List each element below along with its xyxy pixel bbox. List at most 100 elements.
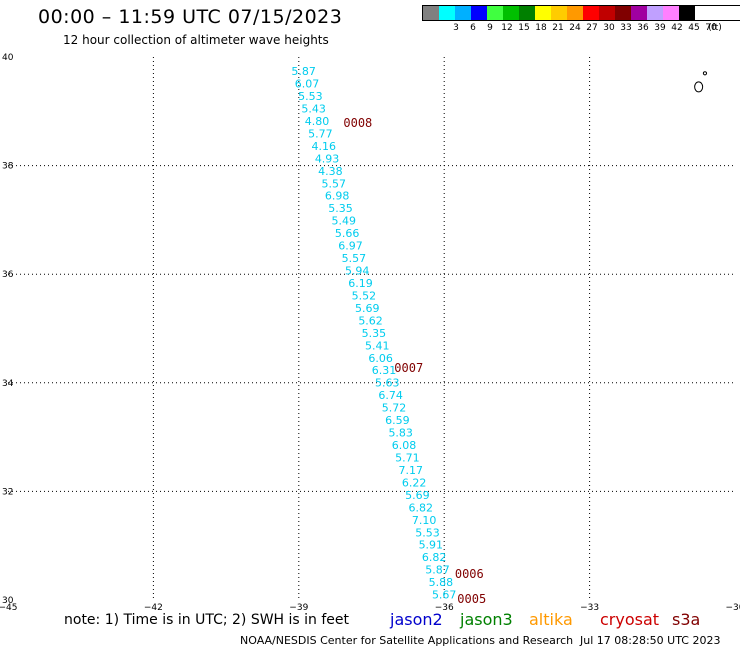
wave-height-label: 5.57 xyxy=(342,252,367,265)
satellite-jason2: jason2 xyxy=(390,610,443,629)
lat-tick-label: 30 xyxy=(2,596,14,606)
wave-height-label: 5.87 xyxy=(425,564,450,577)
islet-outline xyxy=(702,71,708,76)
satellite-altika: altika xyxy=(529,610,573,629)
legend-swatch xyxy=(519,6,535,20)
lat-tick-label: 38 xyxy=(2,162,14,172)
wave-height-label: 5.63 xyxy=(375,377,400,390)
legend-swatch xyxy=(679,6,695,20)
wave-height-label: 4.38 xyxy=(318,165,343,178)
wave-height-label: 7.10 xyxy=(412,514,437,527)
legend-label: 27 xyxy=(586,23,598,33)
satellite-cryosat: cryosat xyxy=(600,610,660,629)
wave-height-label: 4.80 xyxy=(305,115,330,128)
wave-height-label: 5.43 xyxy=(301,103,326,116)
wave-height-label: 5.94 xyxy=(345,265,370,278)
wave-height-label: 6.98 xyxy=(325,190,350,203)
wave-height-label: 6.06 xyxy=(368,352,393,365)
legend-label: 6 xyxy=(470,23,476,33)
satellite-s3a: s3a xyxy=(672,610,701,629)
wave-height-label: 6.22 xyxy=(402,476,427,489)
wave-height-label: 6.82 xyxy=(409,501,434,514)
wave-height-label: 7.17 xyxy=(398,464,423,477)
legend-label: 3 xyxy=(453,23,459,33)
legend-label: 18 xyxy=(535,23,547,33)
wave-height-label: 5.69 xyxy=(355,302,380,315)
lon-tick-label: −30 xyxy=(726,603,740,613)
legend-swatch xyxy=(551,6,567,20)
wave-height-label: 5.91 xyxy=(419,539,444,552)
time-label: 0007 xyxy=(394,361,423,375)
lat-tick-label: 40 xyxy=(2,53,14,63)
legend-swatch xyxy=(439,6,455,20)
legend-label: 33 xyxy=(620,23,632,33)
wave-height-label: 6.19 xyxy=(348,277,373,290)
island-outline xyxy=(694,81,704,93)
legend-swatch xyxy=(631,6,647,20)
legend-label: 24 xyxy=(569,23,581,33)
wave-height-label: 5.49 xyxy=(332,215,357,228)
legend-swatch xyxy=(599,6,615,20)
lon-tick-label: −42 xyxy=(144,603,163,613)
wave-height-label: 5.69 xyxy=(405,489,430,502)
legend-label: 42 xyxy=(671,23,683,33)
time-label: 0008 xyxy=(343,116,372,130)
legend-label: 30 xyxy=(603,23,615,33)
legend-label: 15 xyxy=(518,23,530,33)
wave-height-label: 4.16 xyxy=(311,140,336,153)
legend-label: 39 xyxy=(654,23,666,33)
legend-swatch xyxy=(663,6,679,20)
legend-unit: (ft) xyxy=(708,23,722,33)
lat-tick-label: 36 xyxy=(2,270,14,280)
wave-height-label: 5.67 xyxy=(432,589,457,602)
page-title: 00:00 – 11:59 UTC 07/15/2023 xyxy=(38,6,343,28)
lat-tick-label: 32 xyxy=(2,487,13,497)
wave-height-label: 5.87 xyxy=(291,65,316,78)
wave-height-label: 5.66 xyxy=(335,227,360,240)
legend-label: 45 xyxy=(688,23,700,33)
wave-height-label: 6.31 xyxy=(372,364,397,377)
legend-swatch xyxy=(567,6,583,20)
legend-swatch xyxy=(455,6,471,20)
wave-height-label: 5.77 xyxy=(308,127,333,140)
lon-tick-label: −36 xyxy=(435,603,454,613)
wave-height-label: 5.71 xyxy=(395,451,420,464)
footer-note: note: 1) Time is in UTC; 2) SWH is in fe… xyxy=(64,612,350,628)
wave-height-label: 5.52 xyxy=(352,289,377,302)
credit-line: NOAA/NESDIS Center for Satellite Applica… xyxy=(240,634,574,647)
wave-height-label: 5.62 xyxy=(358,314,383,327)
satellite-jason3: jason3 xyxy=(460,610,513,629)
legend-label: 12 xyxy=(501,23,513,33)
wave-height-label: 5.53 xyxy=(415,526,440,539)
lon-tick-label: −45 xyxy=(0,603,18,613)
wave-height-label: 6.74 xyxy=(378,389,403,402)
lat-tick-label: 34 xyxy=(2,379,14,389)
wave-height-label: 5.53 xyxy=(298,90,323,103)
legend-swatch xyxy=(647,6,663,20)
legend-label: 70 xyxy=(705,23,717,33)
legend-label: 36 xyxy=(637,23,649,33)
legend-swatch xyxy=(615,6,631,20)
wave-height-label: 5.57 xyxy=(322,177,347,190)
wave-height-label: 5.35 xyxy=(328,202,353,215)
time-label: 0006 xyxy=(455,567,484,581)
generated-timestamp: Jul 17 08:28:50 UTC 2023 xyxy=(580,634,721,647)
wave-height-label: 5.41 xyxy=(365,339,390,352)
legend-swatches xyxy=(422,5,740,21)
lon-tick-label: −39 xyxy=(289,603,308,613)
wave-height-label: 6.97 xyxy=(338,240,363,253)
legend-label: 9 xyxy=(487,23,493,33)
wave-height-label: 6.59 xyxy=(385,414,410,427)
legend-labels: 3 6 9 12 15 18 21 24 27 30 33 36 39 42 45 70 (ft) xyxy=(422,21,740,35)
legend-label: 21 xyxy=(552,23,564,33)
wave-height-label: 5.88 xyxy=(429,576,454,589)
page-subtitle: 12 hour collection of altimeter wave hei… xyxy=(63,33,329,47)
wave-height-label: 5.72 xyxy=(382,402,407,415)
legend-swatch xyxy=(535,6,551,20)
legend-swatch xyxy=(471,6,487,20)
wave-height-label: 6.08 xyxy=(392,439,417,452)
lon-tick-label: −33 xyxy=(580,603,599,613)
legend-swatch xyxy=(583,6,599,20)
wave-height-label: 6.07 xyxy=(295,78,320,91)
